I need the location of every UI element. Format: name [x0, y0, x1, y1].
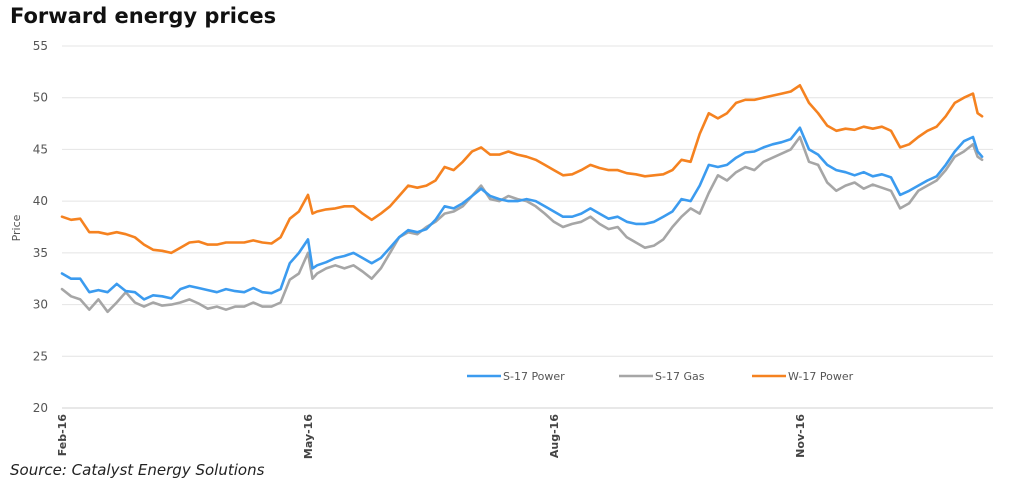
- series-line-s-17-power: [60, 126, 984, 301]
- x-tick-label: Nov-16: [794, 414, 807, 458]
- legend: S-17 Power S-17 Gas W-17 Power: [467, 370, 854, 383]
- legend-label: S-17 Power: [503, 370, 565, 383]
- y-axis-label: Price: [10, 214, 23, 241]
- y-tick-label: 30: [33, 298, 48, 312]
- legend-label: S-17 Gas: [655, 370, 705, 383]
- legend-label: W-17 Power: [788, 370, 854, 383]
- y-tick-label: 40: [33, 194, 48, 208]
- series-lines: [60, 84, 984, 314]
- chart-title: Forward energy prices: [10, 4, 277, 28]
- x-tick-labels: Feb-16 May-16 Aug-16 Nov-16: [56, 414, 807, 459]
- source-note: Source: Catalyst Energy Solutions: [10, 461, 265, 479]
- x-tick-label: May-16: [302, 414, 315, 459]
- y-tick-label: 35: [33, 246, 48, 260]
- x-tick-label: Feb-16: [56, 414, 69, 457]
- series-line-s-17-gas: [60, 135, 984, 314]
- gridlines: [62, 45, 993, 409]
- y-tick-labels: 20 25 30 35 40 45 50 55: [33, 39, 48, 415]
- y-tick-label: 45: [33, 142, 48, 156]
- x-tick-label: Aug-16: [548, 414, 561, 458]
- series-line-w-17-power: [60, 84, 984, 255]
- y-tick-label: 20: [33, 401, 48, 415]
- y-tick-label: 50: [33, 91, 48, 105]
- y-tick-label: 55: [33, 39, 48, 53]
- y-tick-label: 25: [33, 349, 48, 363]
